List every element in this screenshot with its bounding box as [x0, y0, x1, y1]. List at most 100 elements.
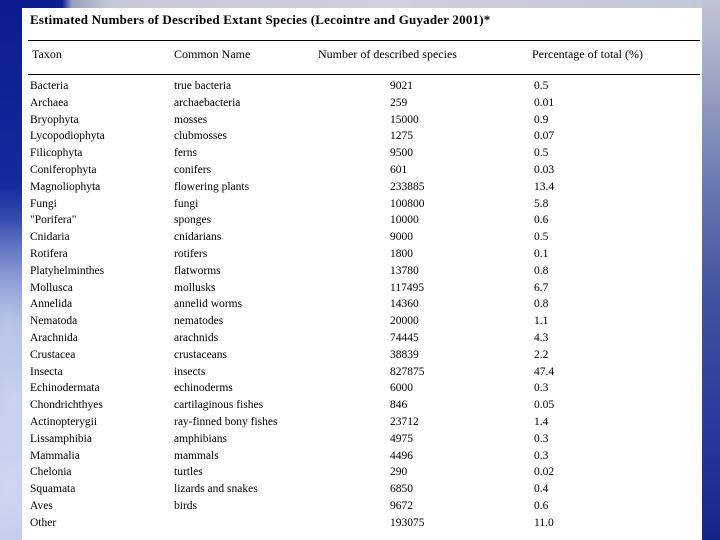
cell-common: flatworms	[174, 264, 221, 277]
cell-count: 1275	[390, 130, 413, 143]
cell-common: ray-finned bony fishes	[174, 415, 278, 428]
cell-pct: 0.07	[534, 130, 555, 143]
cell-pct: 1.4	[534, 415, 549, 428]
background-sky-left-strip	[0, 0, 22, 540]
cell-pct: 0.8	[534, 264, 549, 277]
cell-common: lizards and snakes	[174, 483, 258, 496]
cell-pct: 11.0	[534, 516, 554, 529]
cell-common: conifers	[174, 163, 212, 176]
content-panel: Estimated Numbers of Described Extant Sp…	[22, 8, 702, 540]
cell-pct: 0.03	[534, 163, 555, 176]
table-row: Other 193075 11.0	[22, 515, 702, 532]
cell-count: 100800	[390, 197, 425, 210]
cell-pct: 2.2	[534, 348, 549, 361]
cell-pct: 0.3	[534, 432, 549, 445]
cell-count: 23712	[390, 415, 419, 428]
column-header-taxon: Taxon	[32, 47, 62, 61]
cell-count: 827875	[390, 365, 425, 378]
cell-count: 1800	[390, 247, 413, 260]
table-row: Crustacea crustaceans 38839 2.2	[22, 347, 702, 364]
cell-taxon: Chelonia	[30, 466, 72, 479]
cell-common: cartilaginous fishes	[174, 399, 264, 412]
cell-count: 259	[390, 96, 408, 109]
cell-count: 6000	[390, 382, 413, 395]
cell-count: 9500	[390, 147, 413, 160]
cell-taxon: Mammalia	[30, 449, 80, 462]
divider-under-title	[28, 40, 700, 41]
table-row: Lycopodiophyta clubmosses 1275 0.07	[22, 128, 702, 145]
table-row: Mammalia mammals 4496 0.3	[22, 448, 702, 465]
cell-common: crustaceans	[174, 348, 227, 361]
cell-pct: 4.3	[534, 331, 549, 344]
cell-common: flowering plants	[174, 180, 250, 193]
cell-pct: 0.6	[534, 214, 549, 227]
column-header-number: Number of described species	[318, 47, 457, 61]
table-row: Bryophyta mosses 15000 0.9	[22, 112, 702, 129]
cell-taxon: Cnidaria	[30, 231, 70, 244]
cell-taxon: Platyhelminthes	[30, 264, 105, 277]
cell-common: sponges	[174, 214, 212, 227]
table-row: Echinodermata echinoderms 6000 0.3	[22, 380, 702, 397]
cell-common: mammals	[174, 449, 219, 462]
cell-common: cnidarians	[174, 231, 222, 244]
table-row: Insecta insects 827875 47.4	[22, 364, 702, 381]
cell-pct: 0.5	[534, 147, 549, 160]
cell-pct: 1.1	[534, 315, 549, 328]
cell-taxon: Crustacea	[30, 348, 76, 361]
cell-taxon: Nematoda	[30, 315, 78, 328]
column-header-common-name: Common Name	[174, 47, 251, 61]
cell-count: 20000	[390, 315, 419, 328]
cell-pct: 0.3	[534, 449, 549, 462]
cell-pct: 0.5	[534, 231, 549, 244]
cell-common: archaebacteria	[174, 96, 241, 109]
background-sky-right-strip	[702, 0, 720, 540]
cell-common: annelid worms	[174, 298, 243, 311]
cell-common: ferns	[174, 147, 197, 160]
cell-common: turtles	[174, 466, 203, 479]
table-row: Arachnida arachnids 74445 4.3	[22, 330, 702, 347]
cell-pct: 47.4	[534, 365, 555, 378]
cell-count: 6850	[390, 483, 413, 496]
cell-count: 290	[390, 466, 408, 479]
cell-pct: 0.1	[534, 247, 549, 260]
table-row: Aves birds 9672 0.6	[22, 498, 702, 515]
cell-taxon: "Porifera"	[30, 214, 77, 227]
cell-common: nematodes	[174, 315, 224, 328]
cell-common: amphibians	[174, 432, 228, 445]
cell-count: 117495	[390, 281, 425, 294]
table-row: Fungi fungi 100800 5.8	[22, 196, 702, 213]
cell-taxon: Echinodermata	[30, 382, 100, 395]
cell-taxon: Bacteria	[30, 80, 69, 92]
cell-common: rotifers	[174, 247, 208, 260]
cell-count: 233885	[390, 180, 425, 193]
cell-common: fungi	[174, 197, 199, 210]
cell-pct: 0.9	[534, 113, 549, 126]
table-row: Chondrichthyes cartilaginous fishes 846 0.0…	[22, 397, 702, 414]
cell-pct: 5.8	[534, 197, 549, 210]
table-row: Filicophyta ferns 9500 0.5	[22, 145, 702, 162]
cell-count: 193075	[390, 516, 425, 529]
cell-common: birds	[174, 499, 197, 512]
cell-pct: 0.4	[534, 483, 549, 496]
cell-taxon: Bryophyta	[30, 113, 79, 126]
cell-count: 14360	[390, 298, 419, 311]
table-row: Mollusca mollusks 117495 6.7	[22, 280, 702, 297]
cell-common: mollusks	[174, 281, 216, 294]
cell-common: echinoderms	[174, 382, 233, 395]
cell-pct: 0.6	[534, 499, 549, 512]
cell-pct: 13.4	[534, 180, 555, 193]
cell-taxon: Aves	[30, 499, 53, 512]
table-rows: Bacteria true bacteria 9021 0.5 Archaea archa…	[22, 78, 702, 532]
table-row: Actinopterygii ray-finned bony fishes 2371…	[22, 414, 702, 431]
cell-common: mosses	[174, 113, 208, 126]
cell-taxon: Mollusca	[30, 281, 73, 294]
slide-title: Estimated Numbers of Described Extant Sp…	[30, 12, 491, 27]
cell-taxon: Squamata	[30, 483, 76, 496]
cell-pct: 0.3	[534, 382, 549, 395]
cell-pct: 0.8	[534, 298, 549, 311]
cell-taxon: Magnoliophyta	[30, 180, 101, 193]
background-sky-top-strip	[22, 0, 702, 8]
cell-count: 74445	[390, 331, 419, 344]
cell-count: 38839	[390, 348, 419, 361]
cell-count: 601	[390, 163, 408, 176]
